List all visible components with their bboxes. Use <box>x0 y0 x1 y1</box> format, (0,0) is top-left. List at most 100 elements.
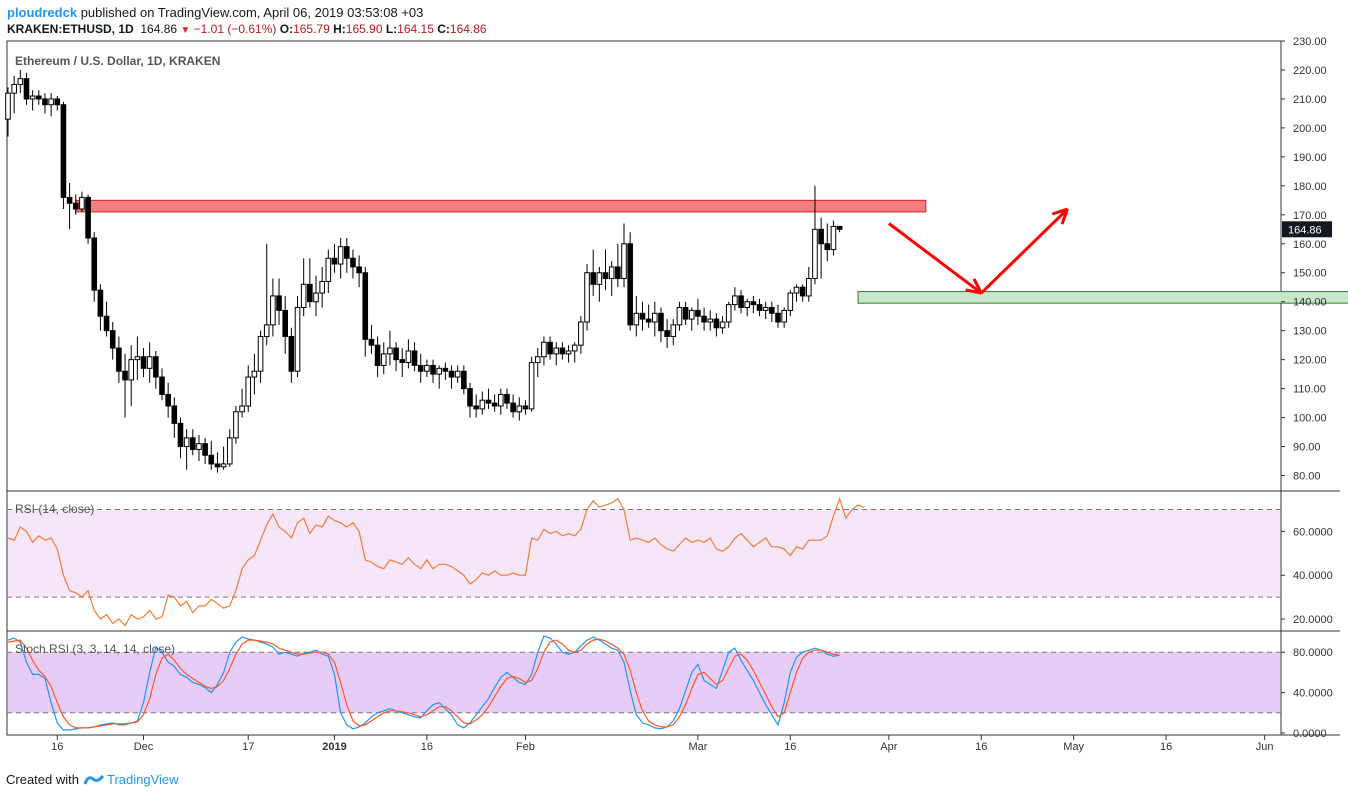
candle-body-down <box>399 359 406 364</box>
candle-body-down <box>214 463 221 468</box>
projection-arrow <box>980 207 1069 295</box>
close-label: C: <box>437 22 450 36</box>
candle <box>405 339 412 369</box>
candle-body-down <box>695 309 701 317</box>
price-tick-label: 200.00 <box>1293 123 1327 135</box>
candle <box>479 391 486 415</box>
price-tick-label: 130.00 <box>1293 326 1327 338</box>
candle-body-up <box>732 295 738 306</box>
candle <box>738 290 744 314</box>
candle <box>331 243 338 273</box>
rsi-pane[interactable] <box>7 496 1281 627</box>
candle-body-up <box>424 364 430 372</box>
candle <box>830 220 837 256</box>
candle <box>793 284 800 302</box>
change-value: −1.01 (−0.61%) <box>193 22 277 36</box>
candle-body-up <box>584 272 590 323</box>
candle-body-up <box>5 92 11 120</box>
open-label: O: <box>279 22 294 36</box>
candle <box>5 87 11 137</box>
candle-body-up <box>707 318 714 323</box>
candle-body-down <box>713 318 720 329</box>
candle <box>23 72 30 105</box>
candle-body-down <box>91 237 98 291</box>
candle-body-up <box>571 344 578 352</box>
candle <box>516 397 523 421</box>
candle-body-down <box>836 225 843 230</box>
candle <box>387 330 393 366</box>
candle <box>590 249 597 296</box>
tradingview-brand[interactable]: TradingView <box>106 772 179 787</box>
candle-body-down <box>97 289 104 317</box>
arrow-shaft <box>980 207 1069 295</box>
publish-info: published on TradingView.com, April 06, … <box>77 5 424 20</box>
candle <box>109 321 116 360</box>
candle <box>128 345 134 406</box>
price-chart-title: Ethereum / U.S. Dollar, 1D, KRAKEN <box>15 54 220 68</box>
candle-body-down <box>775 312 781 323</box>
candle-body-up <box>541 341 547 358</box>
candle <box>541 336 547 366</box>
candle <box>270 278 276 337</box>
candle <box>368 324 375 354</box>
candle-body-down <box>122 370 128 381</box>
candle <box>664 319 670 349</box>
author-link[interactable]: ploudredck <box>7 5 78 20</box>
candle-body-down <box>42 98 48 106</box>
candle-body-up <box>528 362 535 410</box>
candle <box>140 348 147 378</box>
symbol-label: KRAKEN:ETHUSD, 1D <box>7 22 134 36</box>
candle-body-up <box>257 335 264 372</box>
candle <box>42 93 48 114</box>
candle <box>350 249 356 279</box>
candle-body-down <box>171 405 178 424</box>
x-tick-label: 2019 <box>322 741 346 753</box>
price-pane[interactable] <box>5 69 1348 473</box>
candle <box>695 298 701 325</box>
candle <box>534 348 541 378</box>
candle <box>602 249 609 291</box>
candle <box>818 217 824 279</box>
candle <box>171 397 178 438</box>
candle-body-up <box>812 228 818 280</box>
candle <box>615 243 621 288</box>
candle <box>787 290 794 317</box>
candle <box>584 264 590 331</box>
low-value: 164.15 <box>397 22 434 36</box>
stoch-rsi-pane[interactable] <box>7 635 1281 731</box>
x-tick-label: 17 <box>242 741 254 753</box>
candle-body-up <box>233 411 239 439</box>
high-value: 165.90 <box>345 22 383 36</box>
candle-body-up <box>48 98 54 106</box>
candle <box>196 434 202 462</box>
candle <box>621 223 627 288</box>
candle <box>288 327 295 383</box>
candle <box>658 307 664 343</box>
candle <box>220 446 227 470</box>
x-tick-label: Dec <box>134 741 154 753</box>
last-price: 164.86 <box>140 22 178 36</box>
candle-body-up <box>146 356 153 369</box>
down-triangle-icon: ▼ <box>180 25 191 36</box>
candle-body-up <box>596 272 603 285</box>
candle <box>103 301 110 337</box>
candle <box>528 356 535 412</box>
candle <box>504 388 510 409</box>
candle-body-down <box>504 393 510 404</box>
candle-body-up <box>676 307 683 326</box>
candle <box>417 353 424 383</box>
candle-body-up <box>11 83 17 94</box>
low-label: L: <box>385 22 398 36</box>
x-tick-label: 16 <box>784 741 796 753</box>
candle-body-down <box>491 402 498 407</box>
candle-body-up <box>553 347 560 355</box>
candle-body-down <box>442 367 449 372</box>
candle <box>565 345 572 363</box>
candle-body-down <box>485 399 492 404</box>
chart-frame <box>6 40 1340 736</box>
candle <box>498 388 504 415</box>
candle-body-down <box>109 330 116 349</box>
candle-body-down <box>750 301 757 306</box>
candle-body-down <box>344 246 350 259</box>
